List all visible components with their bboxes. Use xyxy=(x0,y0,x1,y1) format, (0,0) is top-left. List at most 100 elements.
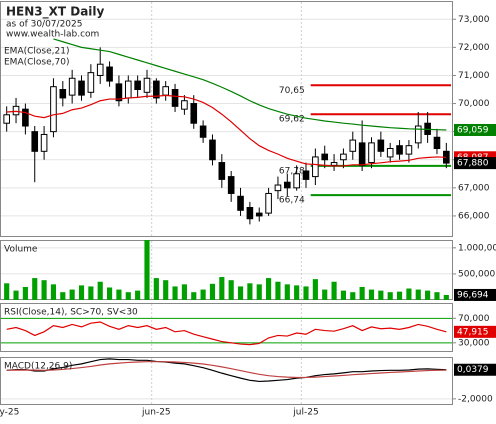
volume-bar xyxy=(172,286,178,300)
candle-body xyxy=(78,80,85,96)
candle-body xyxy=(265,192,272,214)
volume-bar xyxy=(294,285,300,300)
candle-body xyxy=(106,66,113,82)
legend-entry: EMA(Close,70) xyxy=(4,58,69,68)
panel-frame xyxy=(0,240,453,300)
candle-body xyxy=(368,142,375,164)
volume-bar xyxy=(69,289,75,300)
volume-bar xyxy=(237,286,244,300)
last-value-box xyxy=(454,123,496,136)
candle-body xyxy=(302,170,310,180)
panel-title: Volume xyxy=(4,245,38,255)
candle-body xyxy=(209,139,216,161)
panel-frame xyxy=(0,1,453,237)
y-tick-label: 72,000 xyxy=(458,43,490,53)
candle-body xyxy=(358,142,366,166)
candle-body xyxy=(171,89,179,107)
volume-bar xyxy=(256,284,262,300)
series-line xyxy=(6,361,447,379)
candle-body xyxy=(153,80,160,99)
volume-bar xyxy=(88,286,94,300)
series-line xyxy=(6,94,447,167)
volume-bar xyxy=(340,290,346,300)
candle-body xyxy=(3,114,10,124)
volume-bar xyxy=(4,283,10,300)
y-tick-label: 71,000 xyxy=(458,71,490,81)
candle-body xyxy=(340,153,347,161)
volume-bar xyxy=(331,281,337,300)
volume-bar xyxy=(135,290,141,300)
volume-bar xyxy=(60,292,66,300)
last-value-box xyxy=(454,363,496,376)
candle-body xyxy=(115,83,123,102)
series-line xyxy=(53,38,447,131)
candle-body xyxy=(22,108,29,127)
level-label: 70,65 xyxy=(279,86,305,96)
x-tick-label: jun-25 xyxy=(141,408,171,418)
candle-body xyxy=(386,148,394,158)
candle-body xyxy=(283,181,291,189)
candle-body xyxy=(162,86,170,96)
legend-entry: EMA(Close,21) xyxy=(4,47,69,57)
x-tick-label: jul-25 xyxy=(292,408,318,418)
volume-bar xyxy=(322,289,328,300)
candle-body xyxy=(237,195,244,211)
volume-bar xyxy=(312,279,318,300)
candle-body xyxy=(433,136,441,149)
candle-body xyxy=(293,173,300,189)
last-value-box xyxy=(454,325,496,338)
last-value-label: 96,694 xyxy=(457,290,489,300)
candle-body xyxy=(12,105,20,116)
y-tick-label: 67,000 xyxy=(458,183,490,193)
volume-bar xyxy=(209,283,216,300)
candle-body xyxy=(396,145,403,155)
candle-body xyxy=(68,77,76,96)
volume-bar xyxy=(200,289,206,300)
panel-title: RSI(Close,14), SC>70, SV<30 xyxy=(4,308,138,318)
y-tick-label: 30,000 xyxy=(458,338,490,348)
level-label: 69,62 xyxy=(279,115,305,125)
level-label: 67,78 xyxy=(279,166,305,176)
volume-bar xyxy=(125,292,131,300)
chart-source: www.wealth-lab.com xyxy=(6,30,99,40)
volume-bar xyxy=(107,287,113,300)
volume-bar xyxy=(359,286,365,300)
y-tick-label: 500,000 xyxy=(458,269,495,279)
volume-bar xyxy=(228,280,234,300)
volume-bar xyxy=(181,284,187,300)
volume-bar xyxy=(350,292,356,300)
candle-body xyxy=(134,80,141,90)
volume-bar xyxy=(144,240,150,300)
volume-bar xyxy=(41,280,47,300)
candle-body xyxy=(59,89,67,99)
volume-bar xyxy=(153,278,159,300)
volume-bar xyxy=(13,290,19,300)
candle-body xyxy=(50,86,57,133)
candle-body xyxy=(96,63,104,76)
volume-bar xyxy=(50,284,57,300)
series-line xyxy=(6,358,447,383)
candle-body xyxy=(87,72,95,93)
volume-bar xyxy=(284,284,290,300)
volume-bar xyxy=(275,281,281,300)
volume-bar xyxy=(387,292,393,300)
volume-bar xyxy=(368,289,375,300)
volume-bar xyxy=(78,285,85,300)
volume-bar xyxy=(378,290,384,300)
volume-bar xyxy=(191,292,197,300)
last-value-box xyxy=(454,288,496,301)
y-tick-label: 70,000 xyxy=(458,99,490,109)
volume-bar xyxy=(443,294,449,300)
volume-bar xyxy=(247,283,253,300)
candle-body xyxy=(31,131,39,152)
chart-title: HEN3_XT Daily xyxy=(6,5,105,20)
candle-body xyxy=(227,176,235,194)
volume-bar xyxy=(425,290,431,300)
candle-body xyxy=(218,162,226,180)
candle-body xyxy=(405,145,413,155)
volume-bar xyxy=(163,280,169,300)
y-tick-label: 66,000 xyxy=(458,211,490,221)
volume-bar xyxy=(32,278,38,300)
volume-bar xyxy=(219,277,225,300)
